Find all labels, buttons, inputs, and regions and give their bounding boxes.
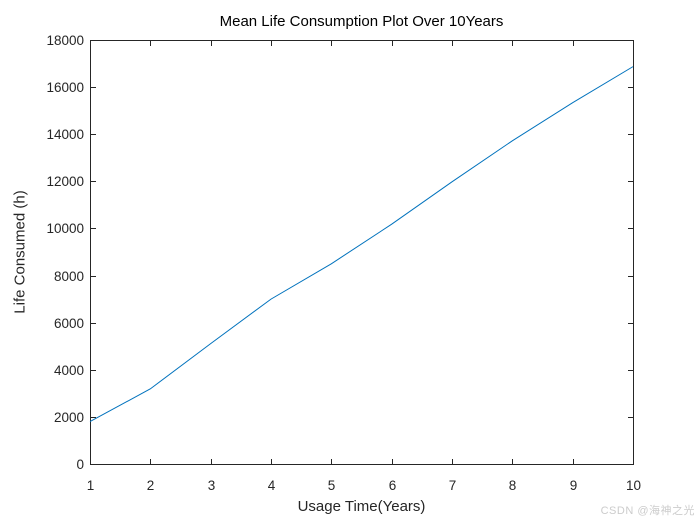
x-tick-label: 3 xyxy=(208,478,216,493)
x-tick-label: 1 xyxy=(87,478,95,493)
x-tick-label: 10 xyxy=(626,478,641,493)
y-tick-label: 14000 xyxy=(46,127,84,142)
data-line xyxy=(89,66,634,423)
axis-box xyxy=(90,40,634,465)
watermark: CSDN @海神之光 xyxy=(600,505,695,517)
y-tick-label: 2000 xyxy=(54,410,84,425)
x-tick-label: 6 xyxy=(389,478,397,493)
y-tick-label: 0 xyxy=(76,457,84,472)
x-tick-label: 7 xyxy=(449,478,457,493)
x-tick-label: 4 xyxy=(268,478,276,493)
y-tick-label: 4000 xyxy=(54,363,84,378)
x-axis-label: Usage Time(Years) xyxy=(297,498,426,515)
x-tick-label: 8 xyxy=(509,478,517,493)
x-tick-label: 2 xyxy=(147,478,155,493)
y-tick-label: 6000 xyxy=(54,316,84,331)
y-tick-label: 18000 xyxy=(46,33,84,48)
x-tick-label: 5 xyxy=(328,478,336,493)
chart-title: Mean Life Consumption Plot Over 10Years xyxy=(219,13,504,30)
y-tick-label: 12000 xyxy=(46,174,84,189)
y-tick-label: 16000 xyxy=(46,80,84,95)
y-tick-label: 8000 xyxy=(54,269,84,284)
y-tick-label: 10000 xyxy=(46,221,84,236)
x-tick-label: 9 xyxy=(570,478,578,493)
y-axis-label: Life Consumed (h) xyxy=(11,190,29,314)
